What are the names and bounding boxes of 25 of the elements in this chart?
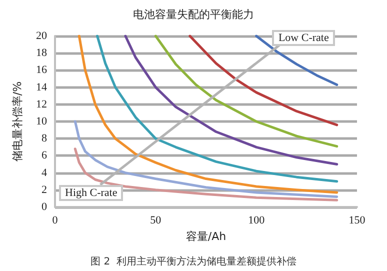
y-tick-label: 10 — [36, 116, 48, 128]
caption: 图 2 利用主动平衡方法为储电量差额提供补偿 — [90, 256, 296, 268]
y-tick-label: 14 — [36, 81, 48, 94]
x-tick-label: 0 — [52, 214, 58, 226]
y-axis-title: 储电量补偿率/% — [11, 81, 24, 162]
annotation: Low C-rate — [272, 30, 335, 46]
chart-title: 电池容量失配的平衡能力 — [133, 8, 254, 21]
y-tick-label: 8 — [42, 132, 48, 145]
line-series — [255, 34, 338, 86]
y-tick-label: 18 — [36, 47, 48, 60]
x-tick-label: 100 — [248, 214, 266, 226]
line-series — [154, 34, 338, 148]
x-axis-title: 容量/Ah — [186, 230, 226, 243]
y-tick-label: 6 — [42, 150, 48, 162]
y-tick-label: 4 — [42, 166, 48, 179]
y-tick-label: 2 — [42, 184, 47, 196]
line-series — [124, 34, 338, 166]
line-series — [188, 34, 338, 126]
annotation: High C-rate — [59, 185, 124, 201]
y-tick-label: 12 — [36, 98, 47, 110]
x-tick-label: 50 — [150, 214, 162, 226]
y-tick-label: 0 — [42, 201, 48, 213]
y-tick-label: 16 — [36, 64, 48, 76]
y-tick-label: 20 — [36, 30, 48, 42]
x-tick-label: 150 — [348, 214, 366, 226]
